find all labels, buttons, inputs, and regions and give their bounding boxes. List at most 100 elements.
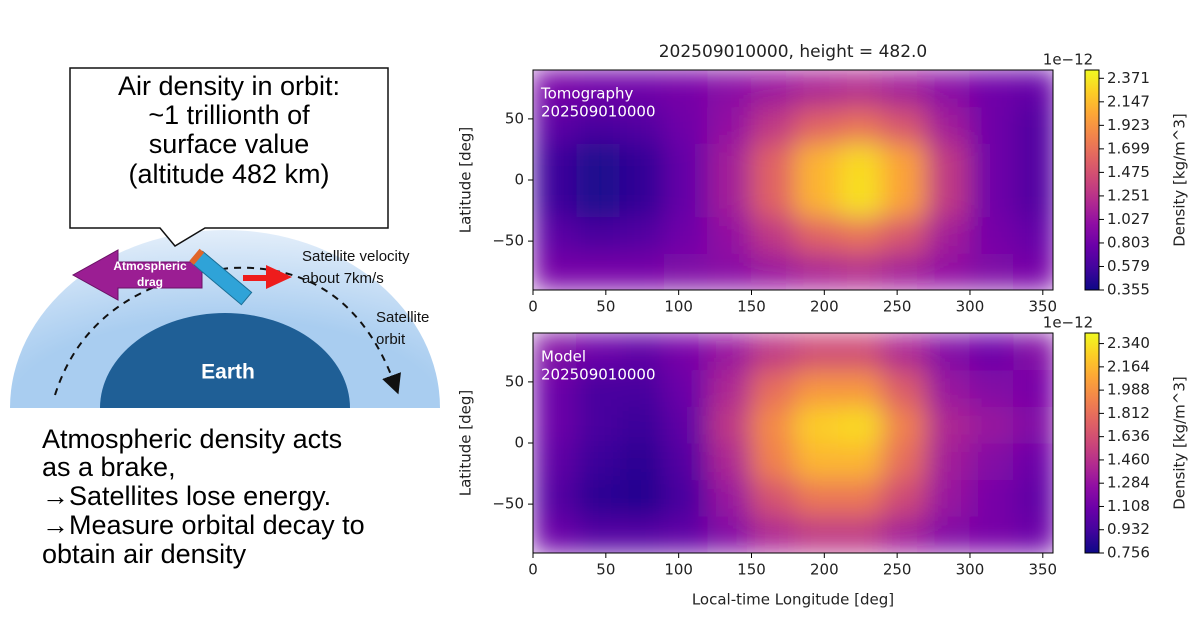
- heatmap-cell: [969, 515, 1015, 553]
- caption-line: →Satellites lose energy.: [42, 481, 331, 511]
- x-tick-label: 100: [664, 298, 693, 316]
- heatmap-cell: [533, 405, 578, 444]
- heatmap-cell: [663, 252, 709, 290]
- colorbar-tick-label: 1.475: [1107, 163, 1150, 181]
- heatmap-cell: [882, 252, 927, 290]
- heatmap-cell: [707, 405, 752, 444]
- colorbar: [1084, 69, 1100, 291]
- x-tick-label: 300: [956, 561, 985, 579]
- heatmap-cell: [794, 216, 840, 254]
- colorbar-tick-label: 2.164: [1107, 357, 1150, 375]
- drag-arrow: [71, 249, 203, 301]
- caption-line: as a brake,: [42, 452, 176, 482]
- colorbar-tick-label: 0.579: [1107, 257, 1150, 275]
- heatmap-cell: [663, 142, 709, 181]
- heatmap-cell: [838, 216, 884, 254]
- heatmap-cell: [925, 70, 971, 108]
- heatmap-cell: [838, 369, 884, 407]
- y-axis-label: Latitude [deg]: [457, 390, 475, 496]
- orbit-label: orbit: [376, 331, 406, 348]
- heatmap-cell: [750, 515, 796, 553]
- heatmap-cell: [925, 142, 971, 181]
- heatmap-cell: [619, 333, 665, 371]
- heatmap-cell: [882, 479, 927, 517]
- y-tick-label: 50: [505, 109, 524, 127]
- x-tick-label: 250: [883, 298, 912, 316]
- heatmap-cell: [882, 369, 927, 407]
- x-axis-label: Local-time Longitude [deg]: [692, 591, 894, 609]
- x-tick-label: 250: [883, 561, 912, 579]
- x-tick-label: 350: [1028, 561, 1057, 579]
- heatmap-cell: [533, 216, 578, 254]
- callout-line: surface value: [149, 129, 310, 159]
- heatmap-cell: [663, 333, 709, 371]
- heatmap-cell: [707, 179, 752, 218]
- heatmap-cell: [750, 442, 796, 481]
- heatmap-cell: [750, 479, 796, 517]
- heatmap-cells: [533, 333, 1053, 553]
- y-tick-label: 0: [514, 171, 524, 189]
- heatmap-cell: [663, 179, 709, 218]
- colorbar-tick-label: 1.636: [1107, 427, 1150, 445]
- x-tick-label: 200: [810, 561, 839, 579]
- heatmap-cell: [1013, 70, 1053, 108]
- drag-label: Atmospheric: [113, 259, 187, 273]
- heatmap-cell: [576, 515, 621, 553]
- heatmap-cell: [663, 405, 709, 444]
- colorbar-tick-label: 1.699: [1107, 139, 1150, 157]
- heatmap-cell: [838, 179, 884, 218]
- colorbar-offset: 1e−12: [1043, 314, 1093, 332]
- heatmap-cell: [969, 216, 1015, 254]
- heatmap-cell: [838, 106, 884, 144]
- heatmap-cell: [1013, 179, 1053, 218]
- heatmap-cell: [969, 442, 1015, 481]
- heatmap-cell: [1013, 479, 1053, 517]
- heatmap-cell: [619, 405, 665, 444]
- caption-line: obtain air density: [42, 539, 247, 569]
- heatmap-cell: [794, 515, 840, 553]
- callout-box: [69, 67, 389, 247]
- heatmap-cell: [533, 70, 578, 108]
- heatmap-cell: [750, 216, 796, 254]
- heatmap-cell: [533, 369, 578, 407]
- caption-line: →Measure orbital decay to: [42, 510, 365, 540]
- heatmap-cell: [707, 142, 752, 181]
- colorbar-offset: 1e−12: [1043, 51, 1093, 69]
- heatmap-cell: [882, 333, 927, 371]
- heatmap-cell: [663, 369, 709, 407]
- heatmap-cell: [1013, 515, 1053, 553]
- x-tick-label: 0: [528, 561, 538, 579]
- heatmap-cell: [707, 333, 752, 371]
- heatmap-cell: [925, 515, 971, 553]
- satellite-cap: [189, 248, 205, 265]
- heatmap-cell: [1013, 142, 1053, 181]
- heatmap-cell: [882, 142, 927, 181]
- heatmap-cell: [533, 179, 578, 218]
- colorbar-tick-label: 2.371: [1107, 69, 1150, 87]
- heatmap-cell: [663, 216, 709, 254]
- heatmap: [533, 70, 1053, 290]
- heatmap-cell: [794, 479, 840, 517]
- caption-line: Atmospheric density acts: [42, 424, 342, 454]
- heatmap-cell: [707, 479, 752, 517]
- heatmap-cell: [533, 142, 578, 181]
- heatmap-cell: [838, 333, 884, 371]
- heatmap-cell: [663, 70, 709, 108]
- heatmap-cell: [794, 179, 840, 218]
- heatmap-cell: [533, 252, 578, 290]
- heatmap-cell: [663, 442, 709, 481]
- heatmap-cell: [619, 216, 665, 254]
- heatmap-cell: [1013, 333, 1053, 371]
- colorbar: [1084, 332, 1100, 554]
- heatmap-cell: [619, 252, 665, 290]
- y-tick-label: 0: [514, 434, 524, 452]
- heatmap-cell: [838, 479, 884, 517]
- heatmap-cell: [533, 106, 578, 144]
- heatmap-cell: [576, 179, 621, 218]
- heatmap-cell: [882, 515, 927, 553]
- earth: [100, 313, 350, 408]
- heatmap-cell: [576, 142, 621, 181]
- heatmap-cell: [750, 106, 796, 144]
